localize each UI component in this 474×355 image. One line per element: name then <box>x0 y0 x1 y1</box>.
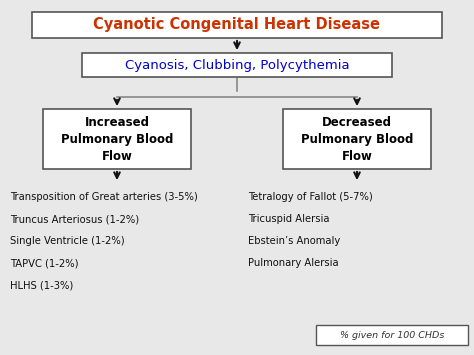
FancyBboxPatch shape <box>283 109 431 169</box>
Text: Increased
Pulmonary Blood
Flow: Increased Pulmonary Blood Flow <box>61 115 173 163</box>
FancyBboxPatch shape <box>32 12 442 38</box>
FancyBboxPatch shape <box>43 109 191 169</box>
FancyBboxPatch shape <box>82 53 392 77</box>
Text: Single Ventricle (1-2%): Single Ventricle (1-2%) <box>10 236 125 246</box>
Text: Cyanotic Congenital Heart Disease: Cyanotic Congenital Heart Disease <box>93 17 381 33</box>
FancyBboxPatch shape <box>316 325 468 345</box>
Text: Tricuspid Alersia: Tricuspid Alersia <box>248 214 329 224</box>
Text: Pulmonary Alersia: Pulmonary Alersia <box>248 258 338 268</box>
Text: Truncus Arteriosus (1-2%): Truncus Arteriosus (1-2%) <box>10 214 139 224</box>
Text: Transposition of Great arteries (3-5%): Transposition of Great arteries (3-5%) <box>10 192 198 202</box>
Text: % given for 100 CHDs: % given for 100 CHDs <box>340 331 444 339</box>
Text: Ebstein’s Anomaly: Ebstein’s Anomaly <box>248 236 340 246</box>
Text: Cyanosis, Clubbing, Polycythemia: Cyanosis, Clubbing, Polycythemia <box>125 59 349 71</box>
Text: Tetralogy of Fallot (5-7%): Tetralogy of Fallot (5-7%) <box>248 192 373 202</box>
Text: Decreased
Pulmonary Blood
Flow: Decreased Pulmonary Blood Flow <box>301 115 413 163</box>
Text: HLHS (1-3%): HLHS (1-3%) <box>10 280 73 290</box>
Text: TAPVC (1-2%): TAPVC (1-2%) <box>10 258 79 268</box>
